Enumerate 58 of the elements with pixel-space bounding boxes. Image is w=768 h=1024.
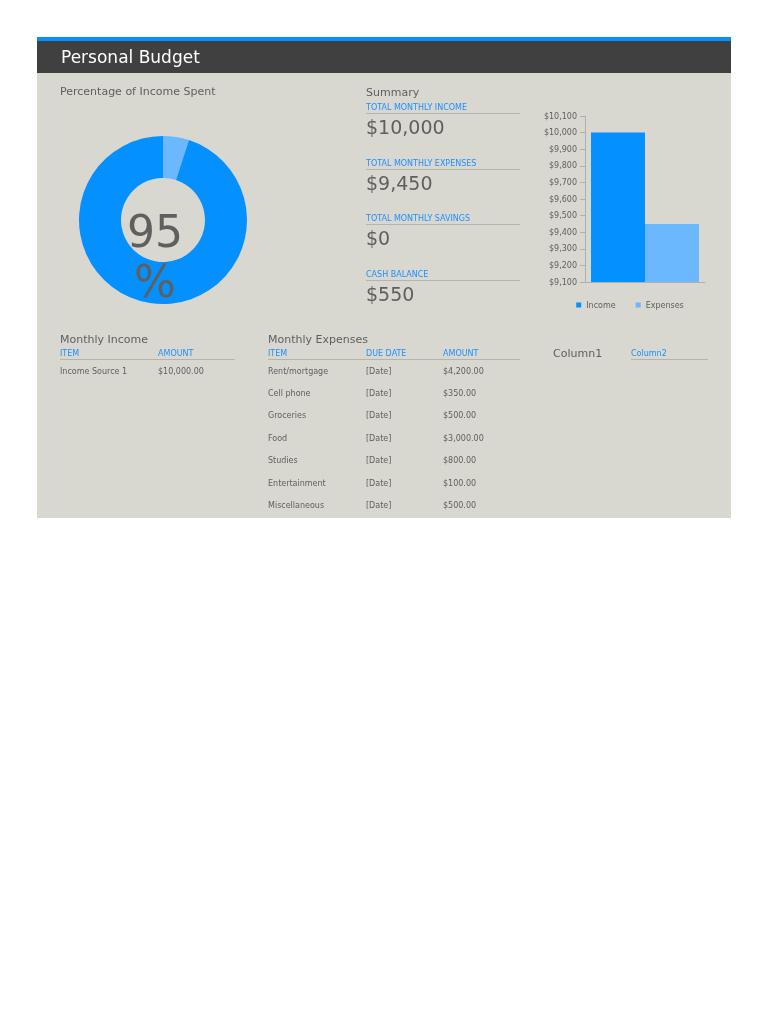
text: [Date] [366, 433, 393, 443]
text: $100.00 [443, 478, 478, 488]
text: $500.00 [443, 501, 478, 511]
text: $10,000 [366, 116, 446, 138]
text: [Date] [366, 411, 393, 421]
text: CASH BALANCE [366, 269, 520, 281]
text: Food [268, 433, 289, 443]
text: $0 [366, 227, 392, 249]
category-label: Column2 [631, 349, 708, 358]
category-label: AMOUNT [443, 349, 480, 358]
text: Studies [268, 456, 299, 466]
legend-label: Expenses [645, 300, 684, 310]
text: Cell phone [268, 389, 312, 399]
text: Miscellaneous [268, 501, 326, 511]
text: Monthly Income [60, 333, 150, 348]
y-tick-label: $9,300 [549, 244, 577, 254]
text: TOTAL MONTHLY INCOME [366, 103, 520, 114]
text: Rent/mortgage [268, 366, 330, 376]
category-label: ITEM [60, 349, 81, 358]
y-tick-label: $9,700 [549, 177, 577, 187]
text: Summary [366, 86, 421, 101]
text: % [134, 255, 176, 307]
text: Income Source 1 [60, 366, 129, 376]
category-label: ITEM [268, 349, 289, 358]
text: Entertainment [268, 478, 327, 488]
text: $350.00 [443, 389, 478, 399]
y-tick-label: $9,400 [549, 227, 577, 237]
text: Personal Budget [37, 41, 731, 73]
text: $800.00 [443, 456, 478, 466]
text: Groceries [268, 411, 308, 421]
text: Monthly Expenses [268, 333, 369, 348]
text: TOTAL MONTHLY EXPENSES [366, 158, 520, 170]
y-tick-label: $9,900 [549, 144, 577, 154]
text: $9,450 [366, 171, 434, 194]
text: $4,200.00 [443, 366, 485, 376]
category-label: AMOUNT [158, 349, 195, 358]
category-label: DUE DATE [366, 349, 408, 358]
text: $3,000.00 [443, 433, 485, 443]
text: [Date] [366, 456, 393, 466]
text: $550 [366, 282, 416, 305]
y-tick-label: $9,600 [549, 194, 577, 204]
text: [Date] [366, 389, 393, 399]
text: TOTAL MONTHLY SAVINGS [366, 214, 520, 225]
text: 95 [127, 205, 183, 257]
text: $10,000.00 [158, 366, 205, 376]
y-tick-label: $9,800 [549, 161, 577, 171]
y-tick-label: $10,000 [543, 128, 577, 138]
text: [Date] [366, 366, 393, 376]
chart-title: Percentage of Income Spent [60, 85, 217, 98]
text: $500.00 [443, 411, 478, 421]
y-tick-label: $10,100 [543, 111, 577, 121]
legend-label: Income [586, 300, 616, 310]
y-tick-label: $9,500 [549, 211, 577, 221]
text: [Date] [366, 501, 393, 511]
text: Column1 [553, 347, 604, 360]
y-tick-label: $9,200 [549, 260, 577, 270]
y-tick-label: $9,100 [549, 277, 577, 287]
text: [Date] [366, 478, 393, 488]
